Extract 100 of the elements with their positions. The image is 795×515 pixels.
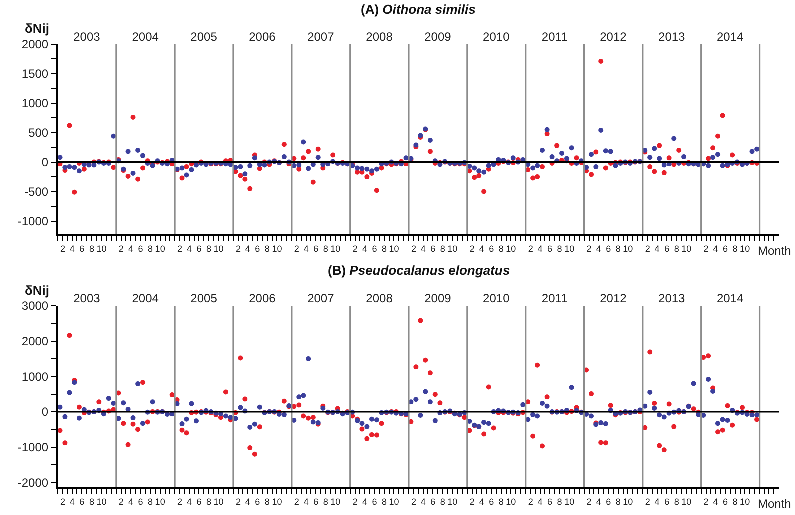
x-tick-label: 8 [498,244,504,254]
x-tick-label: 6 [80,244,85,254]
x-tick-label: 8 [148,244,154,254]
x-tick-label: 6 [723,497,728,508]
x-tick-label: 10 [389,497,400,508]
y-axis-title: δNij [25,21,50,36]
x-tick-label: 2 [586,497,592,508]
x-axis-title: Month [758,244,792,258]
x-tick-label: 10 [155,244,166,254]
x2-tick-label: 2006 [249,30,276,44]
x-tick-label: 6 [430,497,436,508]
x-tick-label: 2 [118,244,124,254]
y-tick-label: 0 [42,405,49,420]
x-tick-label: 6 [196,497,202,508]
x-tick-label: 2 [528,244,534,254]
x2-tick-label: 2010 [483,292,510,306]
x2-tick-label: 2009 [424,30,452,44]
x-tick-label: 6 [548,244,553,254]
x-tick-label: 6 [548,497,553,508]
x-tick-label: 2 [411,244,416,254]
x-tick-label: 2 [60,497,66,508]
x-tick-label: 2 [352,497,358,508]
y-tick-label: 3000 [22,299,49,314]
x-tick-label: 6 [138,244,144,254]
x2-tick-label: 2005 [190,292,218,306]
x-tick-label: 8 [732,244,738,254]
x2-tick-label: 2004 [132,30,160,44]
x2-tick-label: 2008 [366,292,394,306]
x-tick-label: 8 [616,244,621,254]
x-tick-label: 8 [148,497,154,508]
x-tick-label: 4 [128,244,134,254]
x2-tick-label: 2012 [600,30,628,44]
x2-tick-label: 2003 [74,30,101,44]
x2-tick-label: 2011 [542,292,568,306]
x-tick-label: 4 [538,497,543,508]
x-tick-label: 6 [372,244,378,254]
y-tick-label: -2000 [18,476,49,490]
x-tick-label: 10 [740,244,750,254]
x-tick-label: 8 [674,244,680,254]
x-tick-label: 8 [616,497,621,508]
x-tick-label: 8 [674,497,680,508]
y-tick-label: 500 [28,126,49,140]
x-tick-label: 8 [323,244,328,254]
x-tick-label: 10 [96,244,107,254]
x-tick-label: 8 [264,244,270,254]
x-tick-label: 10 [96,497,107,508]
x-tick-label: 2 [178,244,183,254]
x-tick-label: 10 [564,244,575,254]
x-tick-label: 6 [664,244,670,254]
y-tick-label: 1000 [22,370,49,384]
x-tick-label: 6 [80,497,85,508]
x-tick-label: 6 [314,244,319,254]
x-tick-label: 6 [255,497,260,508]
y-tick-label: 1500 [22,67,49,82]
x-tick-label: 4 [70,244,75,254]
x-tick-label: 2 [352,244,358,254]
x-tick-label: 10 [214,497,224,508]
x-tick-label: 2 [586,244,592,254]
x-tick-label: 4 [70,497,75,508]
x-tick-label: 2 [645,244,650,254]
x-tick-label: 10 [623,244,634,254]
x-tick-label: 4 [128,497,134,508]
x-tick-label: 10 [272,244,282,254]
x2-tick-label: 2004 [132,292,160,306]
x-tick-label: 8 [89,497,94,508]
x-tick-label: 2 [704,497,709,508]
x-tick-label: 2 [236,497,241,508]
y-tick-label: -1000 [18,214,49,228]
x-tick-label: 4 [538,244,543,254]
y-tick-label: 2000 [22,334,49,348]
x-tick-label: 10 [448,497,458,508]
x-tick-label: 4 [479,497,484,508]
x-tick-label: 4 [362,497,368,508]
x-tick-label: 10 [623,497,634,508]
x-tick-label: 10 [682,497,692,508]
x-tick-label: 10 [682,244,692,254]
x-tick-label: 6 [664,497,670,508]
x-axis-title: Month [758,497,792,511]
x-tick-label: 6 [430,244,436,254]
y-tick-label: 1000 [22,96,49,111]
x-tick-label: 4 [654,497,660,508]
x-tick-label: 2 [470,497,475,508]
x-tick-label: 6 [138,497,144,508]
x-tick-label: 2 [294,497,300,508]
y-tick-label: 0 [42,156,49,170]
y-tick-label: -1000 [18,440,49,455]
y-tick-label: 2000 [22,38,49,52]
x2-tick-label: 2009 [424,292,452,306]
x-tick-label: 2 [60,244,66,254]
x2-tick-label: 2013 [658,292,686,306]
x-tick-label: 10 [155,497,166,508]
x-tick-label: 4 [420,497,426,508]
x-tick-label: 8 [264,497,270,508]
x-tick-label: 2 [528,497,534,508]
x-tick-label: 8 [206,497,212,508]
x-tick-label: 10 [506,244,516,254]
x-tick-label: 6 [489,244,494,254]
x2-tick-label: 2007 [308,30,335,44]
x-tick-label: 4 [713,244,718,254]
x-tick-label: 10 [448,244,458,254]
